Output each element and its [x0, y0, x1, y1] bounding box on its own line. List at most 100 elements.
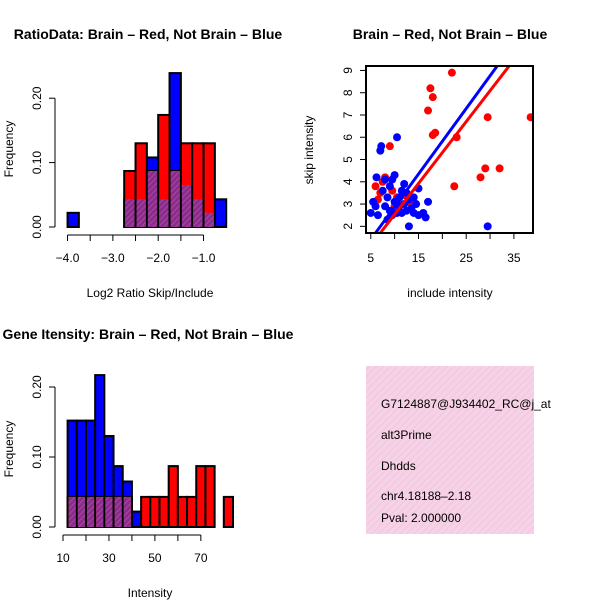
- ratio-bar-overlap: [159, 199, 169, 227]
- intensity-bar-overlap: [114, 496, 122, 527]
- intensity-x-axis: 10 30 50 70: [56, 534, 208, 565]
- scatter-y-tick-label: 9: [341, 67, 355, 74]
- intensity-bar-brain: [149, 495, 161, 528]
- scatter-point-not-brain: [424, 197, 433, 206]
- scatter-point-not-brain: [372, 173, 381, 182]
- ratio-y-axis: 0.00 0.10 0.20: [30, 86, 56, 239]
- scatter-y-tick-label: 4: [341, 178, 355, 185]
- intensity-scatter: Brain – Red, Not Brain – Blue 5 15 25 35 23…: [302, 26, 547, 300]
- intensity-bar-brain: [204, 465, 216, 529]
- ratio-bar-not-brain: [213, 198, 228, 228]
- ratio-bars: [66, 72, 228, 229]
- ratio-x-tick-label: −1.0: [192, 251, 216, 265]
- scatter-point-brain: [526, 113, 533, 122]
- intensity-bar-brain: [222, 495, 234, 528]
- intensity-bar-not-brain: [130, 510, 143, 529]
- scatter-y-axis: 2 3 4 5 6 7 8 9: [341, 67, 366, 230]
- scatter-point-not-brain: [483, 222, 492, 231]
- intensity-y-tick-label: 0.00: [30, 515, 44, 539]
- scatter-point-not-brain: [371, 202, 380, 211]
- ratio-y-tick-label: 0.20: [30, 86, 44, 110]
- ratio-bar-overlap: [147, 170, 158, 227]
- intensity-bar-brain: [195, 465, 207, 529]
- probe-id-text: G7124887@J934402_RC@j_at: [381, 397, 551, 411]
- scatter-y-tick-label: 5: [341, 156, 355, 163]
- intensity-bar-brain: [167, 465, 179, 529]
- info-box: G7124887@J934402_RC@j_at alt3Prime Dhdds…: [366, 366, 551, 534]
- intensity-x-tick-label: 30: [102, 551, 116, 565]
- scatter-point-brain: [450, 182, 459, 191]
- scatter-point-brain: [371, 182, 380, 191]
- scatter-x-tick-label: 5: [367, 251, 374, 265]
- scatter-point-brain: [428, 93, 437, 102]
- scatter-point-not-brain: [366, 208, 375, 217]
- intensity-bar-overlap: [86, 496, 95, 527]
- intensity-y-tick-label: 0.20: [30, 375, 44, 399]
- scatter-x-axis: 5 15 25 35: [367, 233, 521, 265]
- scatter-y-tick-label: 2: [341, 223, 355, 230]
- ratio-bar-not-brain: [66, 211, 80, 229]
- ratio-y-tick-label: 0.00: [30, 215, 44, 239]
- scatter-y-tick-label: 6: [341, 134, 355, 141]
- scatter-point-brain: [447, 68, 456, 77]
- ratio-x-tick-label: −2.0: [146, 251, 170, 265]
- ratio-bar-overlap: [136, 199, 146, 227]
- scatter-point-not-brain: [409, 193, 418, 202]
- scatter-x-tick-label: 15: [412, 251, 426, 265]
- event-type-text: alt3Prime: [381, 428, 432, 442]
- ratio-x-tick-label: −3.0: [101, 251, 125, 265]
- scatter-point-not-brain: [378, 186, 387, 195]
- scatter-point-not-brain: [412, 200, 421, 209]
- ratio-bar-overlap: [193, 199, 203, 227]
- scatter-point-brain: [483, 113, 492, 122]
- scatter-y-axis-label: skip intensity: [302, 116, 316, 185]
- ratio-bar-overlap: [204, 212, 214, 227]
- scatter-point-brain: [495, 164, 504, 173]
- intensity-bars: [66, 374, 234, 529]
- ratio-chart-title: RatioData: Brain – Red, Not Brain – Blue: [14, 26, 283, 42]
- not-brain-fit-line: [374, 66, 499, 233]
- scatter-point-not-brain: [393, 133, 402, 142]
- ratio-bar-overlap: [125, 199, 135, 227]
- scatter-point-not-brain: [385, 182, 394, 191]
- intensity-y-tick-label: 0.10: [30, 445, 44, 469]
- scatter-y-tick-label: 8: [341, 89, 355, 96]
- scatter-points: [366, 66, 533, 233]
- intensity-x-tick-label: 70: [194, 551, 208, 565]
- scatter-y-tick-label: 3: [341, 200, 355, 207]
- scatter-x-tick-label: 25: [460, 251, 474, 265]
- intensity-bar-brain: [186, 495, 198, 528]
- gene-symbol-text: Dhdds: [381, 459, 416, 473]
- intensity-y-axis-label: Frequency: [2, 421, 16, 478]
- scatter-point-not-brain: [421, 213, 430, 222]
- brain-fit-line: [379, 66, 511, 233]
- scatter-plot-frame: [365, 65, 534, 234]
- scatter-x-tick-label: 35: [507, 251, 521, 265]
- scatter-point-not-brain: [381, 175, 390, 184]
- intensity-x-axis-label: Intensity: [128, 586, 173, 600]
- info-box-background: [366, 366, 534, 534]
- intensity-bar-brain: [140, 495, 152, 528]
- scatter-point-brain: [426, 84, 435, 93]
- scatter-x-axis-label: include intensity: [407, 286, 492, 300]
- intensity-x-tick-label: 50: [148, 551, 162, 565]
- pval-text: Pval: 2.000000: [381, 511, 461, 525]
- ratio-histogram: RatioData: Brain – Red, Not Brain – Blue…: [2, 26, 282, 300]
- intensity-bar-overlap: [105, 496, 113, 527]
- ratio-x-tick-label: −4.0: [56, 251, 80, 265]
- scatter-point-not-brain: [377, 142, 386, 151]
- intensity-bar-brain: [158, 495, 170, 528]
- scatter-point-not-brain: [390, 171, 399, 180]
- scatter-point-brain: [476, 173, 485, 182]
- scatter-point-brain: [424, 106, 433, 115]
- intensity-chart-title: Gene Itensity: Brain – Red, Not Brain – …: [3, 326, 294, 342]
- intensity-bar-overlap: [123, 496, 131, 527]
- intensity-x-tick-label: 10: [56, 551, 70, 565]
- scatter-point-not-brain: [404, 222, 413, 231]
- scatter-point-brain: [481, 164, 490, 173]
- scatter-point-not-brain: [373, 211, 382, 220]
- intensity-y-axis: 0.00 0.10 0.20: [30, 375, 56, 539]
- scatter-chart-title: Brain – Red, Not Brain – Blue: [353, 26, 548, 42]
- intensity-bar-overlap: [68, 496, 76, 527]
